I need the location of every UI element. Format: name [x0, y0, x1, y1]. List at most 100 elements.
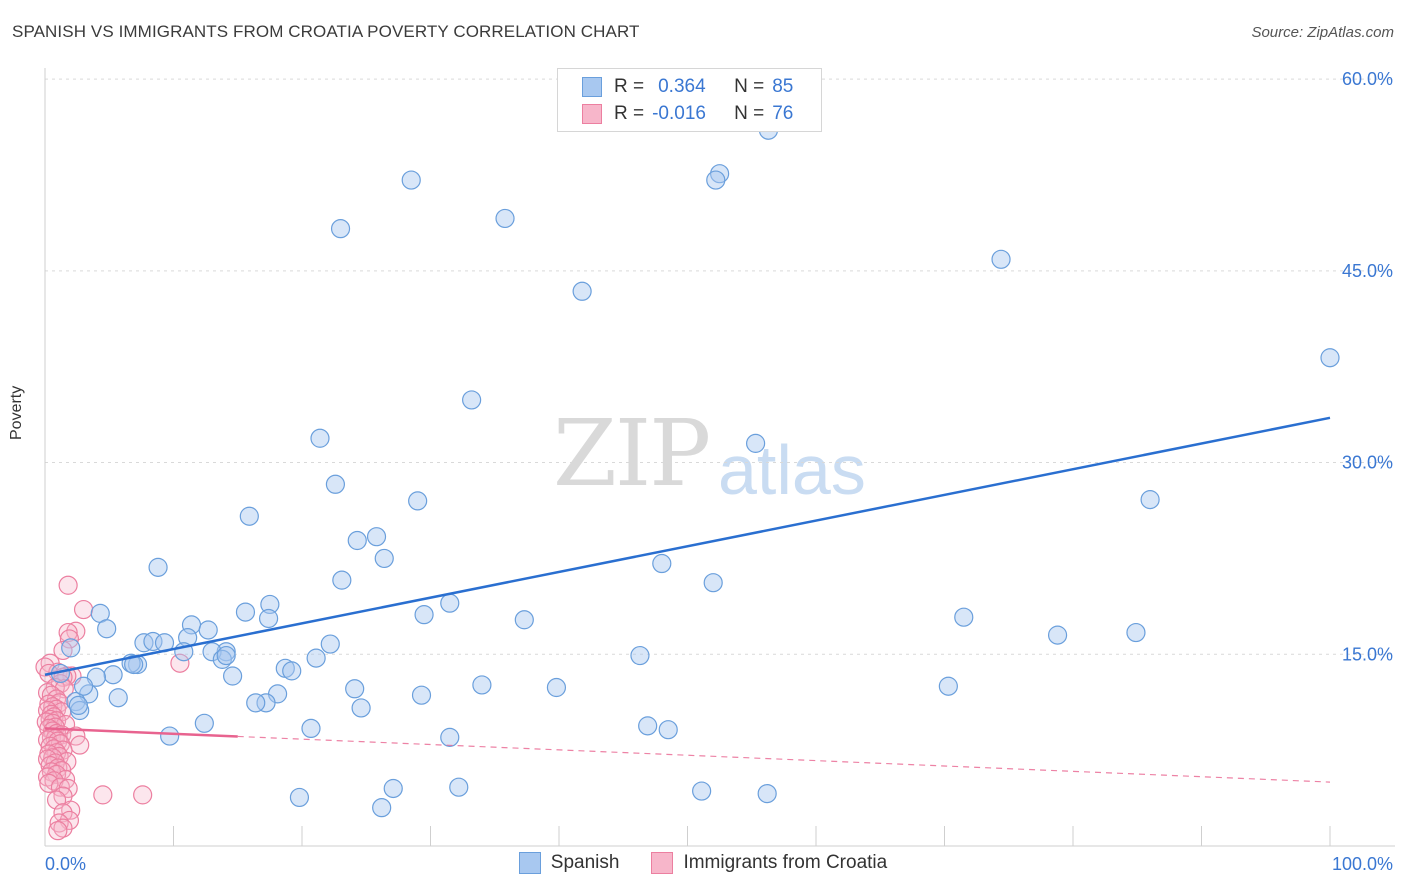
croatia-legend-label: Immigrants from Croatia: [683, 852, 888, 873]
croatia-r-value: -0.016: [652, 103, 706, 124]
y-tick-label: 15.0%: [1342, 644, 1393, 664]
spanish-point: [61, 638, 81, 658]
spanish-point: [374, 548, 394, 569]
spanish-r-label: R =: [614, 76, 645, 97]
x-tick-label: 100.0%: [1332, 854, 1393, 874]
series-legend: Spanish Immigrants from Croatia: [0, 852, 1406, 874]
spanish-point: [332, 570, 352, 590]
chart-title: SPANISH VS IMMIGRANTS FROM CROATIA POVER…: [12, 22, 640, 41]
spanish-point: [246, 693, 266, 713]
spanish-point: [68, 695, 89, 716]
trend-lines: [44, 416, 1331, 783]
croatia-r-label: R =: [614, 103, 645, 124]
legend-item-croatia[interactable]: Immigrants from Croatia: [651, 852, 887, 874]
legend-row-spanish: R = 0.364 N = 85: [582, 75, 793, 99]
spanish-point: [692, 781, 712, 801]
spanish-point: [216, 645, 236, 666]
spanish-point: [310, 428, 330, 448]
croatia-point: [170, 653, 190, 673]
spanish-n-value: 85: [772, 76, 794, 97]
croatia-point: [58, 622, 78, 643]
croatia-n-label: N =: [734, 103, 765, 124]
spanish-point: [991, 249, 1011, 269]
croatia-point: [39, 773, 59, 793]
watermark-zip: ZIP: [553, 400, 711, 507]
spanish-point: [372, 798, 392, 818]
spanish-point: [108, 688, 128, 708]
spanish-point: [703, 573, 723, 593]
watermark-atlas: atlas: [718, 431, 866, 509]
spanish-point: [124, 654, 144, 675]
source-label: Source: ZipAtlas.com: [1251, 24, 1394, 41]
spanish-point: [1140, 490, 1160, 510]
croatia-trend-line: [44, 727, 238, 738]
spanish-points: [50, 120, 1340, 818]
spanish-point: [148, 557, 168, 577]
spanish-point: [351, 698, 371, 718]
spanish-point: [239, 506, 259, 526]
spanish-point: [235, 602, 256, 622]
spanish-point: [289, 787, 310, 808]
spanish-point: [572, 281, 592, 301]
croatia-point: [61, 800, 81, 820]
spanish-point: [347, 530, 367, 551]
spanish-point: [1320, 348, 1340, 368]
spanish-point: [256, 693, 276, 713]
spanish-point: [1047, 625, 1068, 645]
spanish-point: [202, 642, 222, 662]
spanish-point: [366, 527, 387, 547]
spanish-point: [472, 675, 492, 695]
spanish-point: [401, 170, 421, 190]
spanish-point: [194, 713, 214, 733]
legend-row-croatia: R = -0.016 N = 76: [582, 102, 793, 126]
spanish-point: [495, 208, 515, 229]
spanish-point: [73, 676, 94, 696]
y-axis-label: Poverty: [8, 385, 25, 440]
spanish-point: [383, 778, 403, 799]
spanish-point: [746, 433, 766, 453]
spanish-point: [449, 777, 469, 797]
spanish-point: [938, 676, 958, 696]
spanish-point: [223, 666, 243, 686]
croatia-swatch: [582, 104, 602, 124]
croatia-legend-swatch: [651, 852, 674, 874]
croatia-point: [48, 821, 68, 841]
spanish-point: [212, 649, 232, 669]
legend-item-spanish[interactable]: Spanish: [518, 852, 619, 874]
spanish-point: [954, 607, 974, 627]
croatia-point: [58, 575, 78, 595]
croatia-point: [73, 599, 94, 620]
spanish-point: [325, 474, 346, 494]
spanish-point: [320, 634, 340, 654]
spanish-point: [514, 610, 534, 630]
spanish-point: [330, 219, 351, 239]
spanish-point: [160, 726, 180, 746]
spanish-point: [706, 170, 726, 190]
spanish-n-label: N =: [734, 76, 765, 97]
spanish-point: [462, 390, 482, 410]
spanish-point: [301, 718, 321, 739]
spanish-point: [408, 491, 428, 511]
spanish-legend-swatch: [518, 852, 541, 874]
spanish-point: [638, 716, 658, 736]
y-tick-label: 60.0%: [1342, 69, 1393, 89]
x-tick-label: 0.0%: [45, 854, 86, 874]
spanish-point: [757, 783, 777, 804]
spanish-point: [198, 620, 218, 640]
spanish-trend-line: [44, 416, 1331, 676]
spanish-point: [546, 677, 567, 698]
spanish-point: [652, 553, 672, 574]
croatia-point: [133, 785, 153, 805]
correlation-legend: R = 0.364 N = 85 R = -0.016 N = 76: [557, 68, 822, 132]
spanish-point: [630, 645, 650, 666]
spanish-r-value: 0.364: [658, 76, 706, 97]
croatia-point: [93, 785, 113, 805]
spanish-point: [258, 608, 279, 629]
croatia-trend-extension: [237, 735, 1331, 783]
croatia-points: [35, 575, 190, 841]
spanish-point: [97, 619, 117, 639]
croatia-point: [53, 803, 73, 823]
croatia-point: [53, 640, 73, 661]
y-tick-label: 30.0%: [1342, 453, 1393, 473]
